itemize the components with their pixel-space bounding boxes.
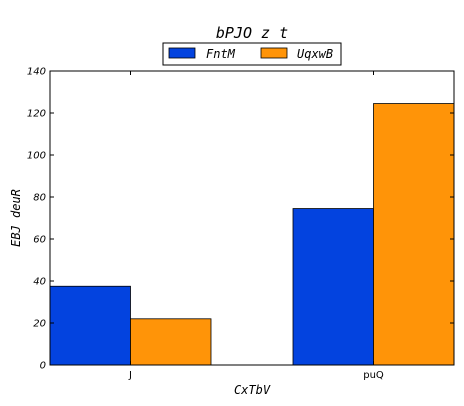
- legend-swatch-series-2: [260, 47, 288, 59]
- legend-label-series-1: FntM: [206, 47, 236, 61]
- x-axis-label: CxTbV: [234, 383, 271, 397]
- legend-frame: [162, 42, 342, 66]
- x-tick-label: puQ: [363, 370, 384, 381]
- y-tick-label: 100: [27, 151, 46, 162]
- bar-UqxwB-puQ: [373, 103, 455, 366]
- y-tick-label: 80: [33, 193, 46, 204]
- legend-label-series-2: UqxwB: [297, 47, 333, 61]
- legend: FntM UqxwB: [162, 42, 342, 66]
- y-tick-label: 0: [40, 361, 46, 372]
- bar-UqxwB-J: [130, 318, 212, 366]
- y-tick-label: 40: [33, 277, 46, 288]
- legend-swatch-series-1: [168, 47, 196, 59]
- y-tick-label: 120: [27, 109, 46, 120]
- y-tick-label: 140: [27, 67, 46, 78]
- bars-layer: [49, 103, 455, 366]
- plot-frame: [49, 70, 455, 366]
- bar-FntM-J: [49, 285, 131, 366]
- x-tick-label: J: [128, 370, 132, 381]
- bar-FntM-puQ: [292, 208, 374, 366]
- y-tick-label: 60: [33, 235, 46, 246]
- y-tick-label: 20: [33, 319, 46, 330]
- chart-title: bPJO z t: [216, 24, 288, 42]
- y-axis-ticks: 0 20 40 60 80 100 120 140: [27, 67, 454, 372]
- y-axis-label: EBJ deuR: [9, 189, 23, 247]
